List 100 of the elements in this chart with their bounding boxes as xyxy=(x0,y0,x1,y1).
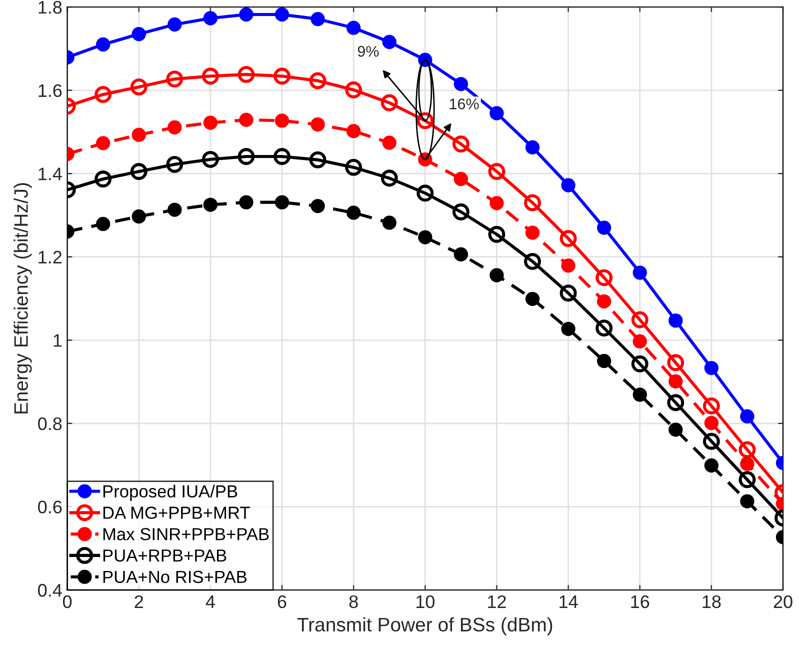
point xyxy=(452,136,470,152)
point xyxy=(668,313,683,328)
point xyxy=(202,68,219,85)
point xyxy=(346,124,361,138)
point xyxy=(740,494,754,508)
point xyxy=(524,194,541,212)
point xyxy=(632,388,647,402)
x-tick-label: 10 xyxy=(416,595,434,608)
point xyxy=(488,163,506,180)
point xyxy=(738,441,756,458)
point xyxy=(94,170,112,188)
point xyxy=(168,120,182,134)
point xyxy=(738,471,756,488)
point xyxy=(632,266,647,280)
point xyxy=(132,26,146,42)
point xyxy=(490,106,504,120)
point xyxy=(704,416,719,430)
point xyxy=(310,12,325,26)
point xyxy=(561,178,576,192)
point xyxy=(203,11,218,26)
point xyxy=(704,458,719,473)
point xyxy=(346,206,361,220)
point xyxy=(668,374,683,388)
point xyxy=(596,294,612,308)
y-tick-label: 0.6 xyxy=(38,500,62,514)
point xyxy=(416,184,434,202)
point xyxy=(345,158,362,176)
x-tick-label: 6 xyxy=(278,595,286,608)
point xyxy=(596,320,613,337)
point xyxy=(310,117,325,132)
point xyxy=(704,360,719,376)
y-axis-title: Energy Efficiency (bit/Hz/J) xyxy=(14,183,32,414)
point xyxy=(416,112,434,130)
legend-label: PUA+RPB+PAB xyxy=(103,550,226,562)
annotation: 16% xyxy=(450,98,479,110)
point xyxy=(380,94,398,112)
x-tick-label: 16 xyxy=(631,595,650,608)
point xyxy=(454,76,468,92)
point xyxy=(274,114,290,128)
y-tick-label: 0.4 xyxy=(38,584,62,597)
x-tick-label: 18 xyxy=(702,595,721,608)
point xyxy=(238,148,255,165)
point xyxy=(667,354,684,372)
point xyxy=(740,409,754,424)
point xyxy=(274,195,290,210)
point xyxy=(596,354,612,368)
point xyxy=(132,209,146,224)
point xyxy=(168,17,182,32)
point xyxy=(561,322,576,336)
point xyxy=(130,78,148,96)
point xyxy=(96,37,110,52)
point xyxy=(132,128,146,142)
point xyxy=(631,311,648,328)
point xyxy=(525,226,540,240)
point xyxy=(380,170,398,187)
point xyxy=(239,112,254,127)
point xyxy=(454,247,468,262)
x-tick-label: 0 xyxy=(62,595,72,608)
point xyxy=(239,7,254,22)
y-tick-label: 1.2 xyxy=(38,250,62,264)
y-tick-label: 1 xyxy=(54,334,62,347)
point xyxy=(130,163,148,180)
point xyxy=(561,258,576,273)
x-tick-label: 2 xyxy=(134,595,143,608)
point xyxy=(560,284,577,302)
y-tick-label: 1.4 xyxy=(38,168,62,180)
point xyxy=(309,72,326,90)
legend-label: DA MG+PPB+MRT xyxy=(103,506,250,519)
x-tick-label: 8 xyxy=(349,595,358,608)
point xyxy=(702,397,720,414)
point xyxy=(238,66,255,83)
point xyxy=(203,116,218,130)
point xyxy=(702,432,720,450)
y-tick-label: 1.6 xyxy=(38,84,62,98)
point xyxy=(632,334,647,348)
point xyxy=(488,226,506,243)
point xyxy=(668,422,683,437)
x-tick-label: 12 xyxy=(488,595,506,608)
point xyxy=(274,148,290,165)
annotation: 9% xyxy=(358,46,379,57)
point xyxy=(525,292,540,306)
point xyxy=(382,136,396,150)
legend-label: PUA+No RIS+PAB xyxy=(103,570,246,584)
point xyxy=(94,86,112,103)
point xyxy=(345,81,362,98)
x-tick-label: 4 xyxy=(206,596,215,608)
point xyxy=(382,34,396,50)
point xyxy=(631,355,648,372)
point xyxy=(490,268,504,282)
point xyxy=(382,216,396,230)
y-tick-label: 0.8 xyxy=(38,417,62,430)
point xyxy=(454,172,468,186)
legend-label: Max SINR+PPB+PAB xyxy=(103,528,269,540)
point xyxy=(166,156,184,173)
point xyxy=(274,7,290,22)
y-tick-label: 1.8 xyxy=(38,0,62,14)
legend-label: Proposed IUA/PB xyxy=(103,484,238,501)
point xyxy=(309,151,326,168)
point xyxy=(202,150,219,168)
point xyxy=(525,140,540,154)
